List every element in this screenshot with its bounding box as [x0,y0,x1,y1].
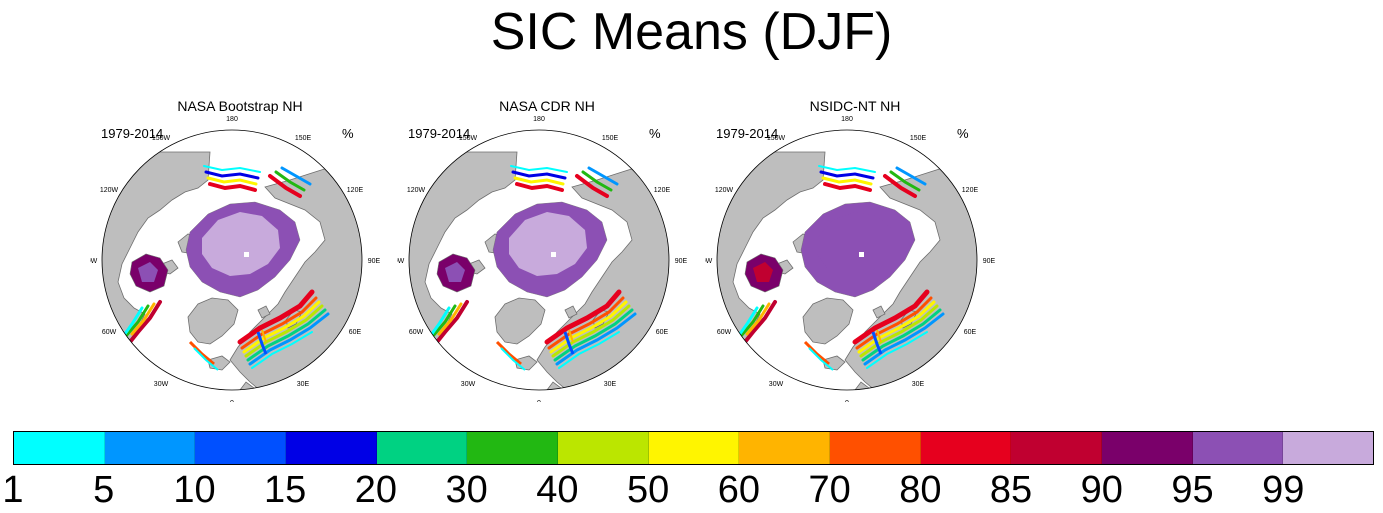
panel-units: % [649,126,661,141]
longitude-label: 60E [349,329,362,336]
panel-period: 1979-2014 [716,126,779,141]
longitude-label: 120W [100,187,119,194]
colorbar-label: 30 [445,469,488,511]
colorbar-label: 70 [808,469,851,511]
panel-units: % [957,126,969,141]
polar-map: 180 150E 120E 90E 60E 30E 0 30W 60W 90W 120W 150W [90,116,381,402]
colorbar-label: 40 [536,469,579,511]
longitude-label: 90E [675,258,688,265]
longitude-label: 0 [537,400,541,402]
panel-period: 1979-2014 [408,126,471,141]
longitude-label: 0 [845,400,849,402]
map-panel-bootstrap: NASA Bootstrap NH 1979-2014 % 180 150E 120… [90,92,390,402]
colorbar-label: 85 [989,469,1033,511]
panel-period: 1979-2014 [101,126,164,141]
colorbar-label: 50 [626,469,670,511]
longitude-label: 30W [769,381,784,388]
colorbar-swatch [1102,432,1193,464]
longitude-label: 120E [962,187,979,194]
longitude-label: 0 [230,400,234,402]
colorbar-swatch [467,432,559,464]
main-title: SIC Means (DJF) [490,3,893,61]
longitude-label: 30W [461,381,476,388]
longitude-label: 180 [533,116,545,123]
colorbar-swatch [558,432,649,464]
longitude-label: 90E [983,258,996,265]
colorbar-labels: 1 5 10 15 20 30 40 50 60 70 80 85 90 95 99 [2,468,1374,512]
colorbar [13,431,1374,465]
longitude-label: 150W [459,135,478,142]
longitude-label: 180 [226,116,238,123]
panel-title: NASA Bootstrap NH [177,98,303,114]
longitude-label: 60W [102,329,117,336]
colorbar-label: 10 [173,469,216,511]
longitude-label: 150E [602,135,619,142]
colorbar-swatch [739,432,831,464]
longitude-label: 30E [912,381,925,388]
colorbar-label: 95 [1171,469,1214,511]
longitude-label: 90W [397,258,405,265]
colorbar-label: 90 [1080,469,1123,511]
colorbar-swatch [195,432,287,464]
map-panel-cdr: NASA CDR NH 1979-2014 % 180 150E 120E 90E 60… [397,92,697,402]
colorbar-label: 15 [264,469,307,511]
longitude-label: 120E [347,187,364,194]
colorbar-swatch [1192,432,1284,464]
colorbar-label: 1 [2,469,24,511]
colorbar-swatch [1283,432,1374,464]
longitude-label: 30W [154,381,169,388]
colorbar-label: 60 [717,469,760,511]
longitude-label: 90W [705,258,713,265]
colorbar-label: 5 [93,469,115,511]
longitude-label: 30E [604,381,617,388]
longitude-label: 120E [654,187,671,194]
longitude-label: 120W [407,187,426,194]
panel-title: NASA CDR NH [499,98,595,114]
map-panel-nsidc-nt: NSIDC-NT NH 1979-2014 % 180 150E 120E 90E 60… [705,92,1005,402]
colorbar-swatch [104,432,196,464]
colorbar-swatch [830,432,921,464]
colorbar-label: 99 [1262,469,1305,511]
longitude-label: 60E [964,329,977,336]
polar-map: 180 150E 120E 90E 60E 30E 0 30W 60W 90W 120W 150W [705,116,996,402]
longitude-label: 90W [90,258,98,265]
longitude-label: 30E [297,381,310,388]
colorbar-label: 80 [899,469,942,511]
colorbar-swatch [1011,432,1103,464]
longitude-label: 150E [295,135,312,142]
polar-map: 180 150E 120E 90E 60E 30E 0 30W 60W 90W 120W 150W [397,116,688,402]
longitude-label: 180 [841,116,853,123]
longitude-label: 60W [717,329,732,336]
longitude-label: 60E [656,329,669,336]
longitude-label: 150W [152,135,171,142]
panel-title: NSIDC-NT NH [809,98,901,114]
longitude-label: 60W [409,329,424,336]
colorbar-swatch [648,432,740,464]
colorbar-swatch [14,432,105,464]
longitude-label: 150E [910,135,927,142]
colorbar-swatch [920,432,1012,464]
colorbar-swatch [376,432,468,464]
colorbar-label: 20 [354,469,398,511]
colorbar-swatch [286,432,377,464]
longitude-label: 90E [368,258,381,265]
panel-units: % [342,126,354,141]
longitude-label: 150W [767,135,786,142]
longitude-label: 120W [715,187,734,194]
